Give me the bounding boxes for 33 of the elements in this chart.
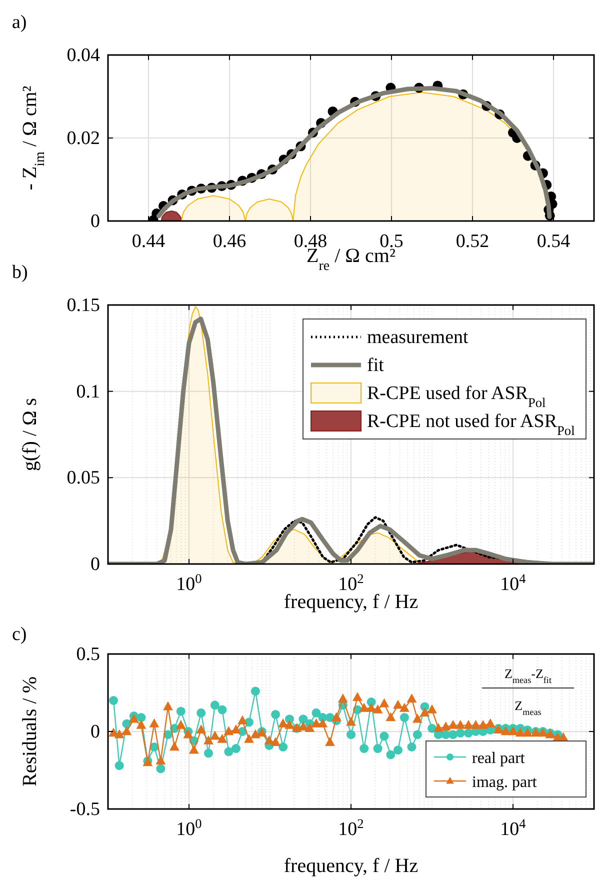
x-tick-label: 0.46 [212, 231, 246, 252]
y-tick-label: 0 [90, 211, 100, 232]
y-axis-title: g(f) / Ω s [19, 398, 41, 472]
legend-label: R-CPE not used for ASR$_{Pol}$ [367, 411, 576, 438]
chart-title: a) [12, 12, 27, 33]
x-tick-label: 10$^{4}$ [500, 570, 526, 595]
chart-title: c) [12, 624, 27, 645]
x-tick-label: 10$^{2}$ [338, 816, 364, 840]
x-tick-label: 0.54 [536, 231, 571, 252]
y-tick-label: 0 [90, 722, 100, 742]
y-tick-label: 0.02 [66, 128, 100, 149]
x-tick-label: 0.52 [456, 231, 490, 252]
x-axis-title: frequency, f / Hz [284, 855, 418, 877]
x-tick-label: 0.44 [132, 231, 166, 252]
chart-title: b) [12, 262, 28, 283]
x-tick-label: 10$^{0}$ [176, 816, 202, 840]
annotation: Z$_{meas}$ [514, 698, 542, 717]
y-tick-label: -0.5 [70, 799, 100, 820]
legend-label: R-CPE used for ASR$_{Pol}$ [367, 383, 546, 410]
legend-label: measurement [367, 327, 470, 348]
y-tick-label: 0.05 [66, 468, 100, 489]
y-tick-label: 0.5 [76, 644, 100, 665]
y-tick-label: 0.1 [76, 381, 100, 402]
legend-label: real part [472, 750, 526, 767]
y-tick-label: 0.04 [66, 45, 100, 66]
legend-label: fit [367, 355, 385, 376]
x-tick-label: 10$^{0}$ [176, 570, 202, 595]
legend-label: imag. part [472, 774, 538, 791]
y-axis-title: Residuals / % [19, 676, 41, 786]
annotation: Z$_{meas}$-Z$_{fit}$ [504, 666, 552, 685]
y-tick-label: 0.15 [66, 295, 100, 316]
x-tick-label: 10$^{4}$ [500, 816, 526, 840]
y-tick-label: 0 [90, 554, 100, 575]
